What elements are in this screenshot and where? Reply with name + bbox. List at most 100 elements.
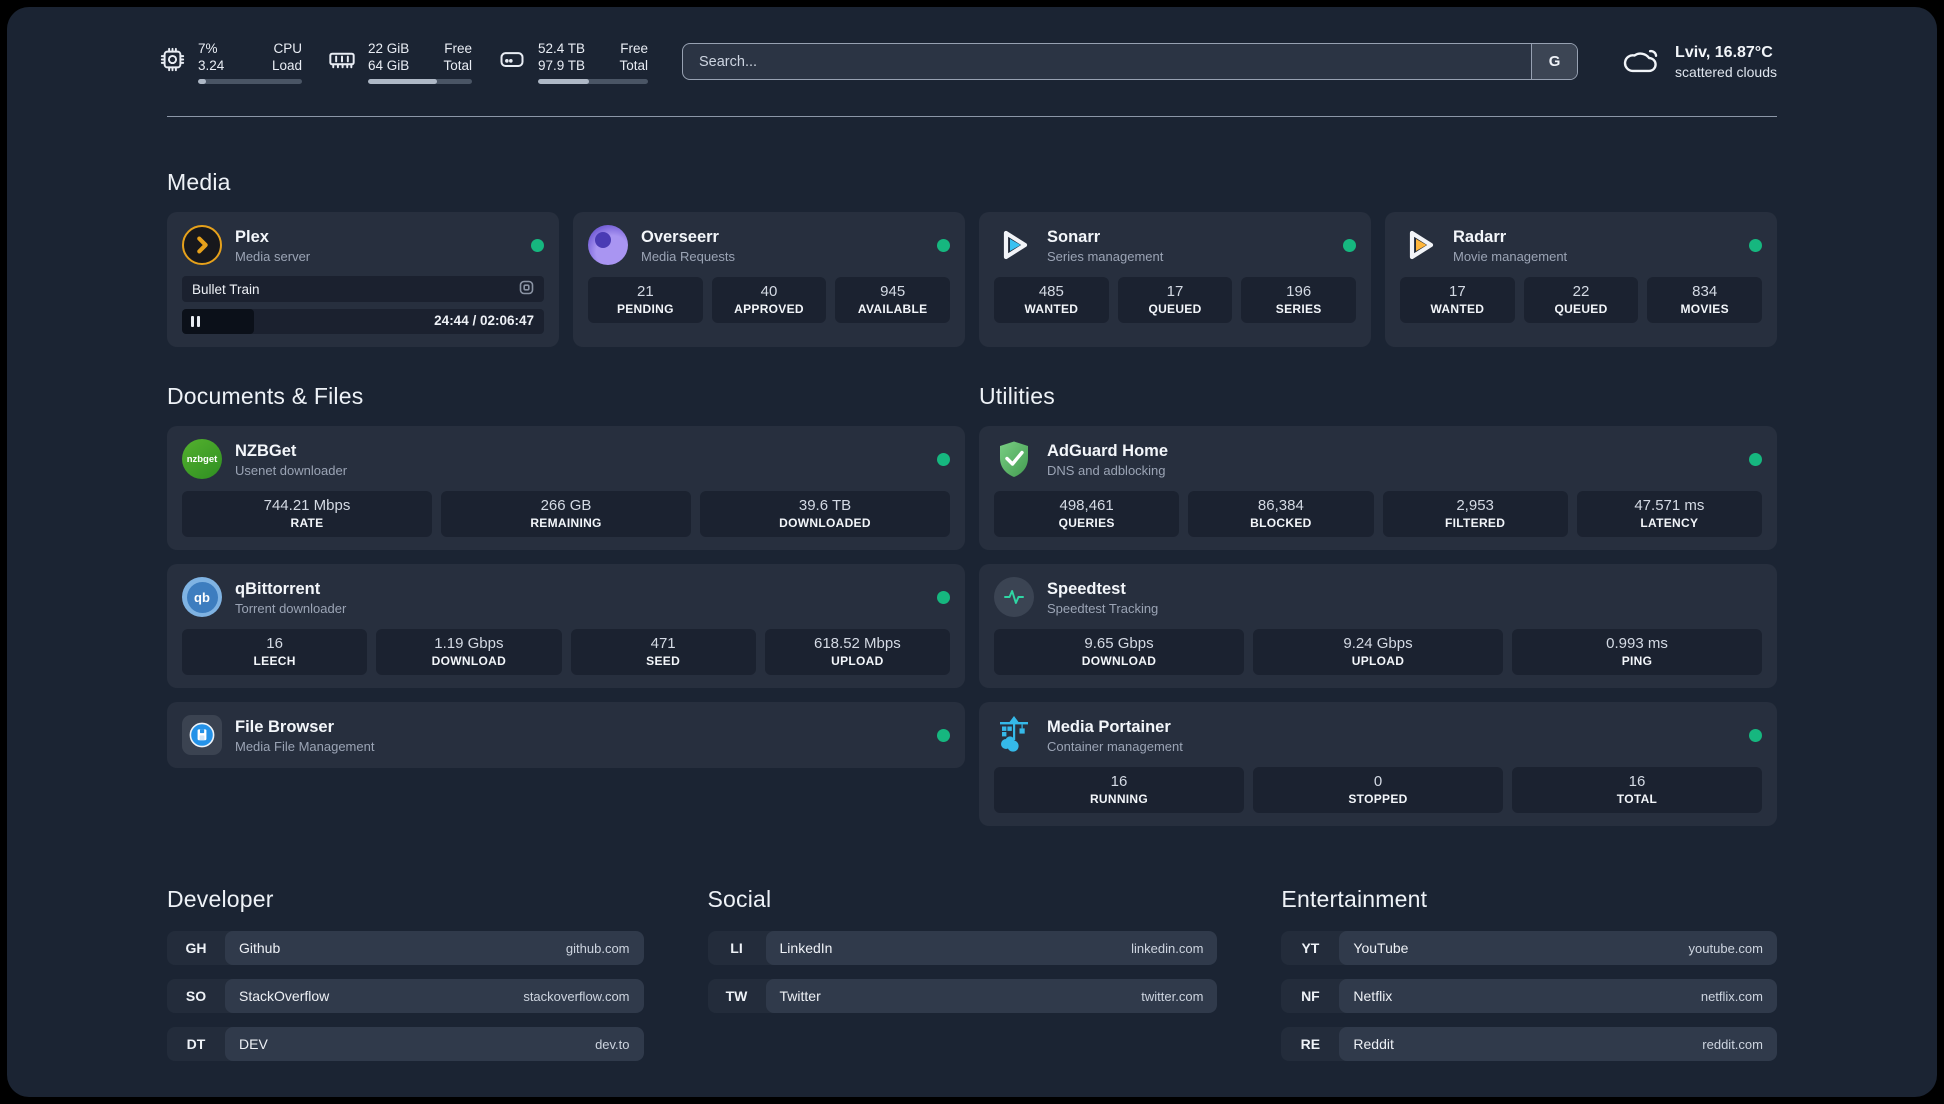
link-url: linkedin.com <box>1131 940 1204 956</box>
link-name: Twitter <box>779 988 821 1004</box>
portainer-title: Media Portainer <box>1047 717 1171 736</box>
link-name: StackOverflow <box>239 988 330 1004</box>
stat-tile: 47.571 ms LATENCY <box>1576 491 1762 537</box>
link-name: Github <box>239 940 281 956</box>
section-heading-entertainment: Entertainment <box>1281 886 1428 912</box>
nzbget-card[interactable]: nzbget NZBGet Usenet downloader 744.21 M… <box>167 426 965 550</box>
storage-metric: 52.4 TB Free 97.9 TB Total <box>498 40 648 84</box>
adguard-subtitle: DNS and adblocking <box>1047 462 1166 478</box>
adguard-title: AdGuard Home <box>1047 441 1169 460</box>
search-input[interactable] <box>683 44 1532 79</box>
plex-title: Plex <box>235 227 269 246</box>
link-reddit[interactable]: RE Reddit reddit.com <box>1281 1027 1777 1061</box>
link-url: reddit.com <box>1702 1036 1763 1052</box>
link-name: Reddit <box>1353 1036 1394 1052</box>
section-heading-developer: Developer <box>167 886 274 912</box>
overseerr-status-dot <box>937 238 950 252</box>
ram-progress-bar <box>368 78 472 84</box>
sonarr-card[interactable]: Sonarr Series management 485 WANTED 17 QUE… <box>979 212 1371 347</box>
link-url: dev.to <box>595 1036 630 1052</box>
stat-tile: 9.65 Gbps DOWNLOAD <box>994 629 1244 675</box>
ram-total-value: 64 GiB <box>368 57 410 73</box>
stat-tile: 16 RUNNING <box>994 767 1244 813</box>
link-linkedin[interactable]: LI LinkedIn linkedin.com <box>707 931 1218 965</box>
portainer-status-dot <box>1749 728 1762 742</box>
stat-tile: 1.19 Gbps DOWNLOAD <box>376 629 562 675</box>
stat-tile: 16 TOTAL <box>1512 767 1762 813</box>
overseerr-icon <box>588 225 628 265</box>
link-github[interactable]: GH Github github.com <box>167 931 644 965</box>
link-twitter[interactable]: TW Twitter twitter.com <box>707 979 1218 1013</box>
radarr-title: Radarr <box>1453 227 1507 246</box>
memory-metric: 22 GiB Free 64 GiB Total <box>328 40 472 84</box>
section-heading-social: Social <box>707 886 772 912</box>
speedtest-icon <box>994 577 1034 617</box>
documents-column: Documents & Files nzbget NZBGet Usenet d… <box>167 347 965 826</box>
qbittorrent-status-dot <box>937 590 950 604</box>
link-badge: GH <box>185 940 207 956</box>
cpu-metric: 7% CPU 3.24 Load <box>159 40 302 84</box>
link-badge: NF <box>1301 988 1320 1004</box>
filebrowser-icon <box>182 715 222 755</box>
portainer-card[interactable]: Media Portainer Container management 16 R… <box>979 702 1777 826</box>
weather-location-temp: Lviv, 16.87°C <box>1675 43 1773 61</box>
search-engine-button[interactable]: G <box>1531 44 1578 79</box>
overseerr-card[interactable]: Overseerr Media Requests 21 PENDING 40 APP… <box>573 212 965 347</box>
stat-tile: 834 MOVIES <box>1647 277 1763 323</box>
link-url: twitter.com <box>1141 988 1204 1004</box>
disk-total-value: 97.9 TB <box>538 57 586 73</box>
link-badge: RE <box>1300 1036 1321 1052</box>
speedtest-card[interactable]: Speedtest Speedtest Tracking 9.65 Gbps DO… <box>979 564 1777 688</box>
disk-total-label: Total <box>619 57 648 73</box>
ram-free-label: Free <box>444 40 472 56</box>
system-metrics: 7% CPU 3.24 Load 22 <box>159 40 648 84</box>
cpu-usage-label: CPU <box>273 40 302 56</box>
portainer-icon <box>994 715 1034 755</box>
entertainment-section: Entertainment YT YouTube youtube.com NF … <box>1281 886 1777 1061</box>
pause-icon[interactable] <box>191 316 200 327</box>
sonarr-icon <box>994 225 1034 265</box>
link-netflix[interactable]: NF Netflix netflix.com <box>1281 979 1777 1013</box>
utilities-column: Utilities <box>979 347 1777 826</box>
qbittorrent-card[interactable]: qb qBittorrent Torrent downloader 16 LEEC… <box>167 564 965 688</box>
link-dev[interactable]: DT DEV dev.to <box>167 1027 644 1061</box>
stat-tile: 196 SERIES <box>1241 277 1357 323</box>
stat-tile: 0.993 ms PING <box>1512 629 1762 675</box>
playback-progress-bar[interactable]: 24:44 / 02:06:47 <box>182 309 544 334</box>
link-stackoverflow[interactable]: SO StackOverflow stackoverflow.com <box>167 979 644 1013</box>
stat-tile: 471 SEED <box>570 629 756 675</box>
link-name: DEV <box>239 1036 268 1052</box>
nzbget-title: NZBGet <box>235 441 297 460</box>
radarr-status-dot <box>1749 238 1762 252</box>
stat-tile: 17 QUEUED <box>1117 277 1233 323</box>
plex-subtitle: Media server <box>235 248 311 264</box>
portainer-subtitle: Container management <box>1047 738 1183 754</box>
stat-tile: 498,461 QUERIES <box>994 491 1180 537</box>
section-heading-utilities: Utilities <box>979 383 1055 409</box>
plex-card[interactable]: Plex Media server Bullet Train <box>167 212 559 347</box>
radarr-subtitle: Movie management <box>1453 248 1568 264</box>
header-divider <box>167 116 1777 117</box>
stat-tile: 744.21 Mbps RATE <box>182 491 432 537</box>
filebrowser-title: File Browser <box>235 717 335 736</box>
filebrowser-status-dot <box>937 728 950 742</box>
stat-tile: 945 AVAILABLE <box>835 277 951 323</box>
cpu-icon <box>159 46 186 78</box>
overseerr-title: Overseerr <box>641 227 719 246</box>
link-badge: SO <box>185 988 207 1004</box>
link-name: YouTube <box>1353 940 1409 956</box>
link-badge: YT <box>1301 940 1320 956</box>
link-youtube[interactable]: YT YouTube youtube.com <box>1281 931 1777 965</box>
developer-section: Developer GH Github github.com SO StackO… <box>167 886 644 1061</box>
overseerr-subtitle: Media Requests <box>641 248 735 264</box>
media-type-icon <box>519 280 534 298</box>
filebrowser-card[interactable]: File Browser Media File Management <box>167 702 965 768</box>
adguard-card[interactable]: AdGuard Home DNS and adblocking 498,461 Q… <box>979 426 1777 550</box>
radarr-card[interactable]: Radarr Movie management 17 WANTED 22 QUEUE… <box>1385 212 1777 347</box>
stat-tile: 266 GB REMAINING <box>441 491 691 537</box>
cpu-load-value: 3.24 <box>198 57 225 73</box>
stat-tile: 22 QUEUED <box>1523 277 1639 323</box>
stat-tile: 485 WANTED <box>994 277 1109 323</box>
now-playing-row: Bullet Train <box>182 276 544 302</box>
search-bar: G <box>682 43 1579 80</box>
